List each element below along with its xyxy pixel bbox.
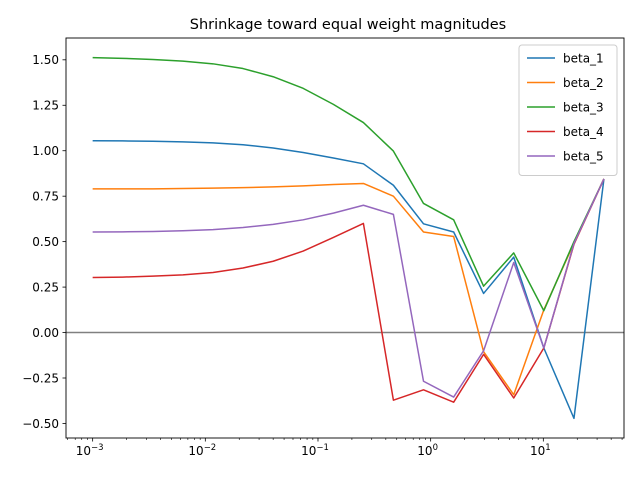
y-tick-label: 1.00 <box>32 144 59 158</box>
y-tick-label: 0.00 <box>32 326 59 340</box>
axes-frame <box>65 37 625 439</box>
axes-border <box>65 37 625 439</box>
y-tick-label: 0.25 <box>32 280 59 294</box>
y-tick-label: 0.75 <box>32 189 59 203</box>
series-line-beta-2 <box>92 178 605 396</box>
x-tick-label: 10−1 <box>301 443 329 458</box>
y-axis: 1.50 1.25 1.00 0.75 0.50 0.25 0.00 −0.25 −0.50 <box>22 53 66 431</box>
y-tick-label: 0.50 <box>32 235 59 249</box>
legend-label: beta_1 <box>563 51 604 65</box>
series-line-beta-5 <box>92 178 605 398</box>
series-layer <box>92 56 605 420</box>
legend-label: beta_4 <box>563 125 604 139</box>
series-line-beta-1 <box>92 139 605 420</box>
legend-label: beta_2 <box>563 76 604 90</box>
series-line-beta-3 <box>92 56 605 312</box>
legend-label: beta_3 <box>563 100 604 114</box>
x-axis: 10−3 10−2 10−1 100 101 <box>67 438 623 458</box>
series-line-beta-4 <box>92 178 605 403</box>
chart-title: Shrinkage toward equal weight magnitudes <box>190 17 506 33</box>
y-tick-label: −0.50 <box>22 417 59 431</box>
legend: beta_1 beta_2 beta_3 beta_4 beta_5 <box>518 44 618 176</box>
x-tick-label: 10−3 <box>76 443 104 458</box>
x-tick-label: 10−2 <box>188 443 216 458</box>
x-tick-label: 101 <box>530 443 551 458</box>
y-tick-label: 1.50 <box>32 53 59 67</box>
y-tick-label: −0.25 <box>22 371 59 385</box>
y-tick-label: 1.25 <box>32 99 59 113</box>
x-tick-label: 100 <box>417 443 438 458</box>
legend-box <box>518 44 618 176</box>
legend-label: beta_5 <box>563 149 604 163</box>
